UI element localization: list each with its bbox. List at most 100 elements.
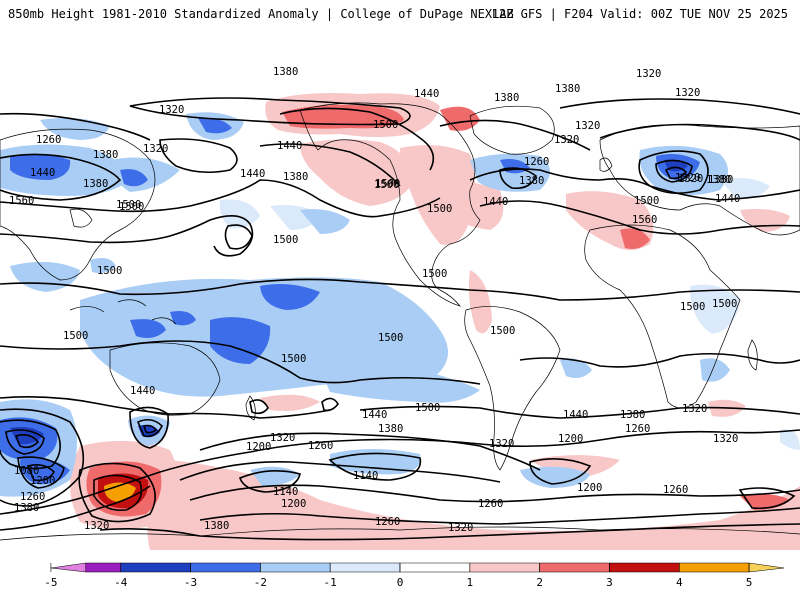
coastline-uk xyxy=(599,157,613,172)
colorbar-segment xyxy=(260,562,331,573)
contour-label: 1500 xyxy=(63,330,88,342)
contour-line xyxy=(199,507,800,525)
anomaly-negative-region xyxy=(520,466,590,488)
contour-label: 1380 xyxy=(283,171,308,183)
contour-label: 1440 xyxy=(414,88,439,100)
contour-label: 1380 xyxy=(273,66,298,78)
contour-label: 1500 xyxy=(378,332,403,344)
contour-label: 1320 xyxy=(554,134,579,146)
contour-label: 1140 xyxy=(353,470,378,482)
contour-label: 1380 xyxy=(204,520,229,532)
colorbar-segment xyxy=(120,562,191,573)
contour-label: 1260 xyxy=(524,156,549,168)
map-header: 850mb Height 1981-2010 Standardized Anom… xyxy=(0,0,800,30)
contour-labels: 1380 1320 1320 1440 1380 1380 1320 1320 … xyxy=(9,66,740,534)
contour-label: 1440 xyxy=(30,167,55,179)
contour-label: 1440 xyxy=(483,196,508,208)
contour-line xyxy=(179,461,501,483)
anomaly-negative-region xyxy=(90,258,116,274)
colorbar-tick-label: 1 xyxy=(466,576,474,589)
contour-label: 1080 xyxy=(14,465,39,477)
colorbar-segment xyxy=(539,562,610,573)
contour-label: 1380 xyxy=(706,174,731,186)
contour-line xyxy=(78,462,156,523)
contour-line xyxy=(321,397,339,412)
anomaly-negative-region xyxy=(130,319,166,338)
anomaly-positive-region xyxy=(420,179,504,230)
contour-label: 1200 xyxy=(577,482,602,494)
contour-label: 1500 xyxy=(273,234,298,246)
contour-label: 1380 xyxy=(378,423,403,435)
contour-label: 1200 xyxy=(30,475,55,487)
contour-line xyxy=(0,153,122,201)
anomaly-negative-region xyxy=(170,311,196,326)
colorbar-tick-label: 4 xyxy=(675,576,683,589)
contour-label: 1560 xyxy=(632,214,657,226)
contour-label: 1260 xyxy=(20,491,45,503)
contour-label: 1320 xyxy=(84,520,109,532)
anomaly-positive-region xyxy=(440,106,480,131)
contour-line xyxy=(599,123,800,141)
contour-line xyxy=(738,487,796,510)
contour-label: 1320 xyxy=(448,522,473,534)
contour-label: 1380 xyxy=(555,83,580,95)
anomaly-negative-region xyxy=(780,429,800,450)
anomaly-negative-region xyxy=(120,169,148,187)
contour-label: 1320 xyxy=(713,433,738,445)
anomaly-map[interactable]: 1380 1320 1320 1440 1380 1380 1320 1320 … xyxy=(0,30,800,550)
contour-line xyxy=(664,166,688,180)
contour-label: 1260 xyxy=(663,484,688,496)
contour-label: 1500 xyxy=(119,201,144,213)
anomaly-negative-region xyxy=(10,261,80,292)
contour-label: 1320 xyxy=(575,120,600,132)
anomaly-negative-region xyxy=(260,284,320,310)
contour-label: 1380 xyxy=(620,409,645,421)
contour-label: 1380 xyxy=(14,502,39,514)
contour-label: 1440 xyxy=(715,193,740,205)
contour-label: 1440 xyxy=(277,140,302,152)
contour-line xyxy=(93,474,143,512)
coastline-new-zealand xyxy=(245,395,256,421)
contour-label: 1320 xyxy=(675,172,700,184)
model-run-info: 12Z GFS | F204 Valid: 00Z TUE NOV 25 202… xyxy=(491,7,788,21)
contour-label: 1320 xyxy=(270,432,295,444)
anomaly-negative-region xyxy=(198,117,232,134)
contour-label: 1500 xyxy=(680,301,705,313)
coastline-japan xyxy=(69,208,93,228)
contour-label: 1500 xyxy=(634,195,659,207)
contour-label: 1320 xyxy=(489,438,514,450)
colorbar-tick-label: 5 xyxy=(745,576,753,589)
contour-line xyxy=(499,167,537,190)
anomaly-positive-region xyxy=(300,139,414,206)
contour-line xyxy=(142,424,158,434)
coastline-north-america xyxy=(299,102,481,307)
anomaly-negative-region xyxy=(10,153,71,180)
contour-label: 1320 xyxy=(636,68,661,80)
contour-label: 1140 xyxy=(273,486,298,498)
coastline-south-america xyxy=(464,306,561,471)
contour-label: 1260 xyxy=(308,440,333,452)
colorbar-tick-label: 3 xyxy=(606,576,613,589)
colorbar-segment xyxy=(679,562,750,573)
anomaly-negative-region xyxy=(110,157,180,192)
contour-label: 1260 xyxy=(478,498,503,510)
contour-label: 1200 xyxy=(246,441,271,453)
contour-label: 1500 xyxy=(490,325,515,337)
anomaly-positive-region xyxy=(282,104,404,129)
contour-line xyxy=(638,150,709,194)
colorbar-segment xyxy=(50,562,87,573)
contour-label: 1200 xyxy=(558,433,583,445)
contour-label: 1500 xyxy=(373,119,398,131)
contour-label: 1380 xyxy=(83,178,108,190)
contour-label: 1440 xyxy=(563,409,588,421)
contour-label: 1260 xyxy=(375,516,400,528)
contour-line xyxy=(129,406,169,449)
map-title: 850mb Height 1981-2010 Standardized Anom… xyxy=(8,7,514,21)
contour-line xyxy=(0,112,151,141)
contour-line xyxy=(469,168,800,201)
contour-label: 1500 xyxy=(712,298,737,310)
anomaly-shading xyxy=(0,93,800,550)
contour-line xyxy=(199,432,541,471)
contour-label: 1320 xyxy=(678,173,703,185)
colorbar-segment xyxy=(85,562,121,573)
